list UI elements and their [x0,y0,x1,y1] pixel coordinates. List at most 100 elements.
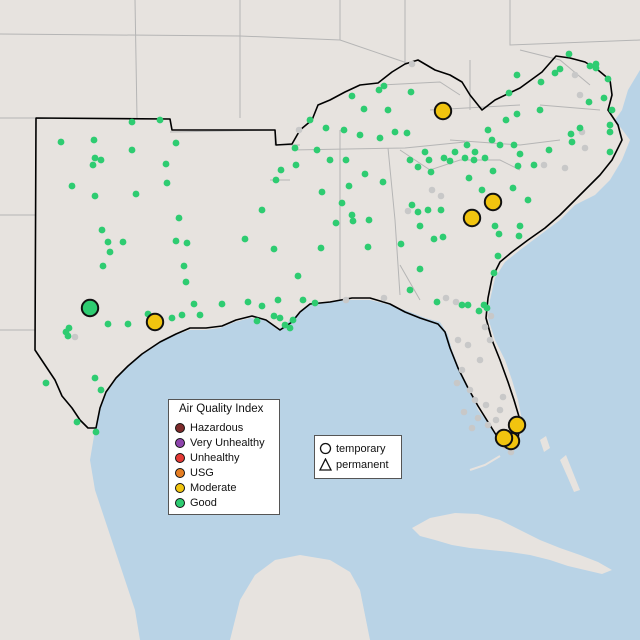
good-monitor [91,374,99,382]
good-monitor [556,65,564,73]
good-monitor [156,116,164,124]
good-monitor [568,138,576,146]
good-monitor [416,222,424,230]
good-monitor [414,208,422,216]
good-monitor [484,126,492,134]
good-monitor [332,219,340,227]
legend-label-usg: USG [190,467,214,479]
good-monitor [68,182,76,190]
good-monitor [471,148,479,156]
good-monitor [403,129,411,137]
good-monitor [483,304,491,312]
good-monitor [89,161,97,169]
usg-swatch [175,468,185,478]
good-monitor [496,141,504,149]
legend-label-temporary: temporary [336,442,386,455]
good-monitor [73,418,81,426]
good-monitor [172,139,180,147]
good-monitor [270,312,278,320]
good-monitor [57,138,65,146]
no-data-monitor [540,161,548,169]
legend-label-unhealthy: Unhealthy [190,452,240,464]
good-monitor [253,317,261,325]
good-monitor [92,428,100,436]
good-monitor [317,244,325,252]
no-data-monitor [295,126,303,134]
good-monitor [289,316,297,324]
good-monitor [42,379,50,387]
good-monitor [64,332,72,340]
legend-item-temporary: temporary [319,441,386,456]
good-monitor [458,301,466,309]
no-data-monitor [464,341,472,349]
good-monitor [408,201,416,209]
monitor-moderate [145,312,165,332]
legend-label-good: Good [190,497,217,509]
good-monitor [340,126,348,134]
good-monitor [464,301,472,309]
good-monitor [463,141,471,149]
good-monitors [42,50,616,436]
good-monitor [606,128,614,136]
no-data-monitor [561,164,569,172]
good-monitor [606,121,614,129]
good-monitor [294,272,302,280]
no-data-monitor [458,366,466,374]
no-data-monitor [476,356,484,364]
region-outline [34,55,623,449]
good-monitor [524,196,532,204]
no-data-monitor [404,207,412,215]
good-monitor [132,190,140,198]
no-data-monitor [342,296,350,304]
good-monitor [489,167,497,175]
good-monitor [515,232,523,240]
good-monitor [481,154,489,162]
good-monitor [478,186,486,194]
good-monitor [567,130,575,138]
good-monitor [241,235,249,243]
good-monitor [470,156,478,164]
good-monitor [277,166,285,174]
good-monitor [281,321,289,329]
good-monitor [345,182,353,190]
good-monitor [348,92,356,100]
good-monitor [97,386,105,394]
good-monitor [516,150,524,158]
good-monitor [360,105,368,113]
good-monitor [98,226,106,234]
good-monitor [313,146,321,154]
monitor-good [80,298,100,318]
no-data-monitor [380,294,388,302]
good-monitor [592,60,600,68]
good-monitor [437,206,445,214]
good-monitor [406,286,414,294]
good-monitor [244,298,252,306]
good-monitor [380,82,388,90]
no-data-monitor [481,323,489,331]
good-monitor [495,230,503,238]
good-monitor [425,156,433,164]
good-monitor [163,179,171,187]
legend-label-moderate: Moderate [190,482,237,494]
good-monitor [509,184,517,192]
good-monitor [258,302,266,310]
legend-item-good: Good [175,496,217,510]
legend-label-hazardous: Hazardous [190,422,244,434]
unhealthy-swatch [175,453,185,463]
legend-item-usg: USG [175,466,214,480]
good-monitor [348,211,356,219]
no-data-monitors [71,60,589,456]
good-monitor [175,214,183,222]
good-swatch [175,498,185,508]
good-monitor [119,238,127,246]
monitor-moderate [507,415,527,435]
state-boundaries [0,0,640,331]
no-data-monitor [468,424,476,432]
good-monitor [414,163,422,171]
good-monitor [311,299,319,307]
good-monitor [384,106,392,114]
good-monitor [586,62,594,70]
good-monitor [218,300,226,308]
good-monitor [365,216,373,224]
good-monitor [514,162,522,170]
